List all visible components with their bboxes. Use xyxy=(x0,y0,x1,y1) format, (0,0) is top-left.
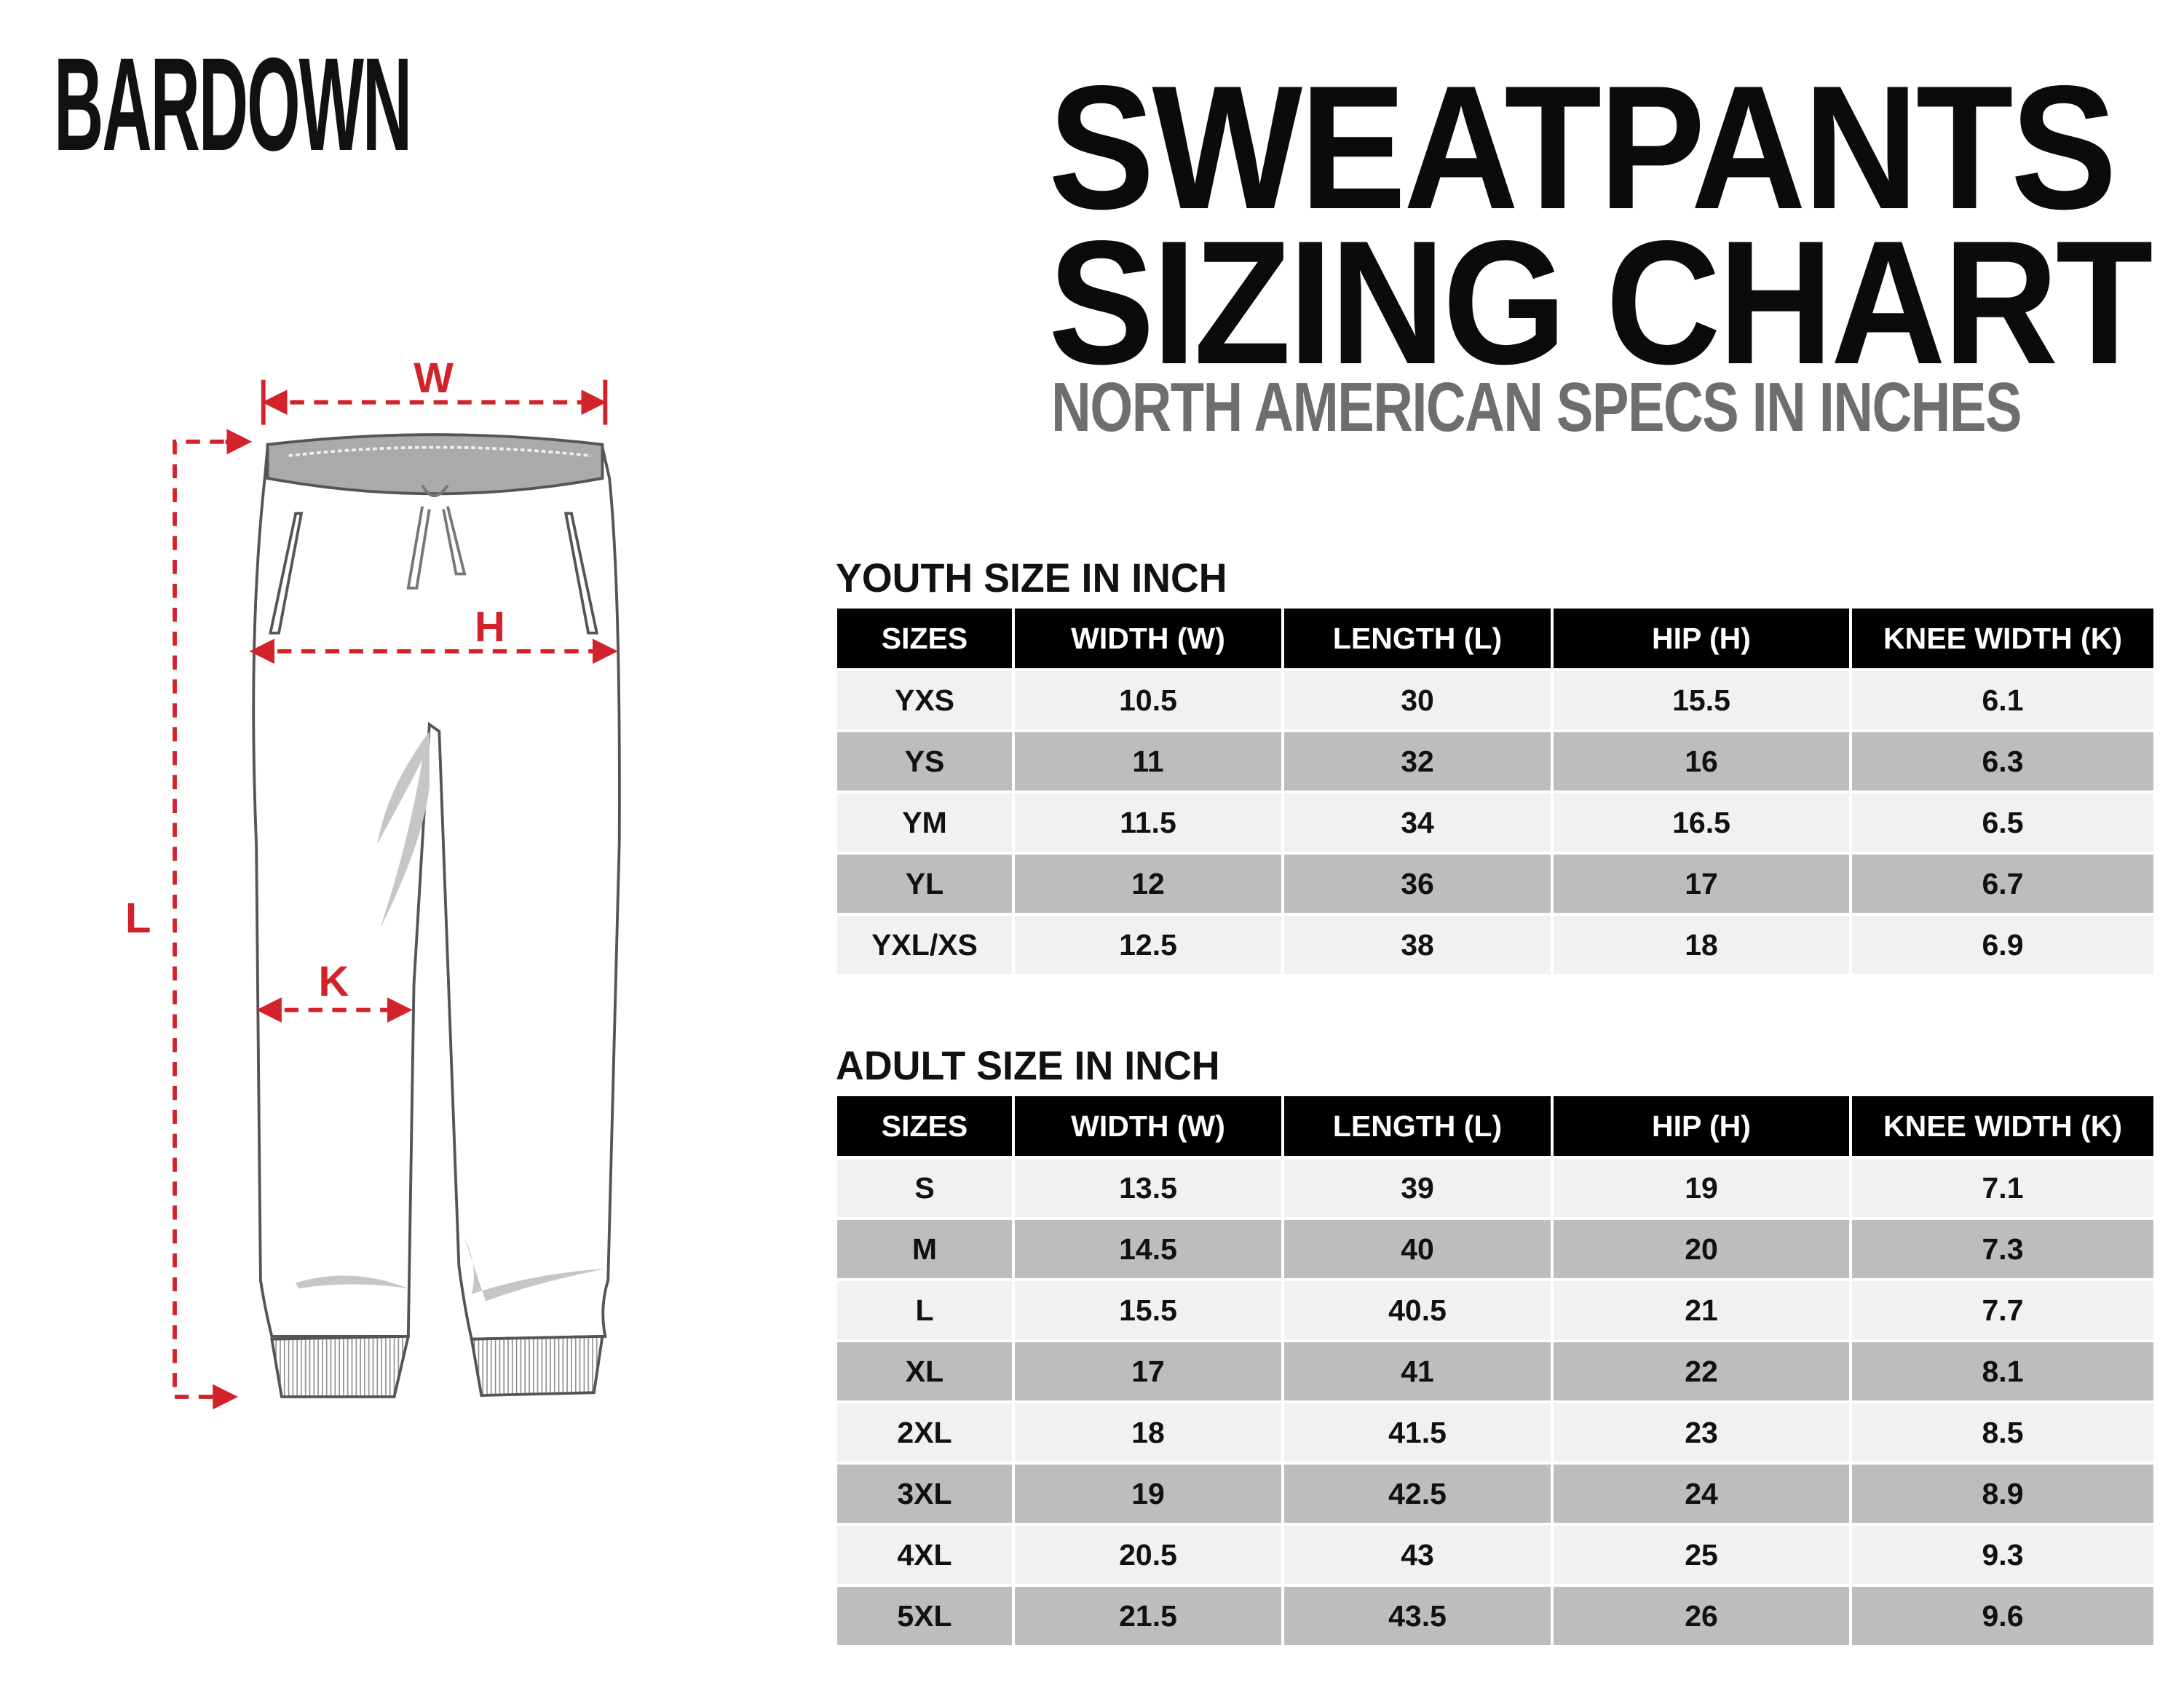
measurement-cell: 21.5 xyxy=(1015,1587,1281,1645)
measurement-cell: 7.3 xyxy=(1852,1220,2153,1278)
measurement-cell: 39 xyxy=(1284,1159,1551,1217)
column-header: SIZES xyxy=(837,609,1012,668)
measurement-cell: 13.5 xyxy=(1015,1159,1281,1217)
youth-section-title: YOUTH SIZE IN INCH xyxy=(836,555,1227,601)
page-subtitle: NORTH AMERICAN SPECS IN INCHES xyxy=(1051,368,2022,446)
label-l: L xyxy=(125,895,151,942)
measurement-cell: 24 xyxy=(1554,1465,1849,1523)
measurement-cell: 9.6 xyxy=(1852,1587,2153,1645)
size-label-cell: 5XL xyxy=(837,1587,1012,1645)
measurement-cell: 18 xyxy=(1554,916,1849,974)
measurement-cell: 41.5 xyxy=(1284,1403,1551,1462)
measurement-cell: 6.1 xyxy=(1852,671,2153,729)
measurement-cell: 43.5 xyxy=(1284,1587,1551,1645)
measurement-cell: 16 xyxy=(1554,732,1849,790)
measurement-cell: 19 xyxy=(1554,1159,1849,1217)
measurement-cell: 18 xyxy=(1015,1403,1281,1462)
column-header: LENGTH (L) xyxy=(1284,609,1551,668)
drawstring xyxy=(406,484,467,590)
measurement-cell: 12.5 xyxy=(1015,916,1281,974)
measurement-cell: 20 xyxy=(1554,1220,1849,1278)
measurement-cell: 6.7 xyxy=(1852,855,2153,913)
measurement-cell: 7.7 xyxy=(1852,1281,2153,1339)
measurement-cell: 12 xyxy=(1015,855,1281,913)
label-k: K xyxy=(318,959,349,1005)
column-header: LENGTH (L) xyxy=(1284,1096,1551,1156)
measurement-cell: 10.5 xyxy=(1015,671,1281,729)
measurement-cell: 42.5 xyxy=(1284,1465,1551,1523)
measurement-cell: 8.5 xyxy=(1852,1403,2153,1462)
measurement-cell: 38 xyxy=(1284,916,1551,974)
measurement-cell: 15.5 xyxy=(1554,671,1849,729)
measurement-cell: 6.5 xyxy=(1852,793,2153,852)
measurement-cell: 34 xyxy=(1284,793,1551,852)
size-label-cell: M xyxy=(837,1220,1012,1278)
measurement-cell: 7.1 xyxy=(1852,1159,2153,1217)
measurement-cell: 19 xyxy=(1015,1465,1281,1523)
left-cuff xyxy=(270,1334,411,1398)
measurement-cell: 43 xyxy=(1284,1526,1551,1584)
size-label-cell: YXL/XS xyxy=(837,916,1012,974)
adult-size-table: SIZES WIDTH (W) LENGTH (L) HIP (H) KNEE WIDT… xyxy=(837,1096,2153,1645)
column-header: KNEE WIDTH (K) xyxy=(1852,1096,2153,1156)
measurement-cell: 23 xyxy=(1554,1403,1849,1462)
measurement-cell: 11.5 xyxy=(1015,793,1281,852)
measurement-cell: 22 xyxy=(1554,1342,1849,1400)
size-label-cell: YL xyxy=(837,855,1012,913)
fold-shading xyxy=(296,731,606,1301)
column-header: HIP (H) xyxy=(1554,1096,1849,1156)
page-title-line2: SIZING CHART xyxy=(1048,205,2153,401)
measure-lines xyxy=(173,379,618,1410)
waistband xyxy=(266,433,604,496)
measurement-cell: 36 xyxy=(1284,855,1551,913)
measurement-cell: 41 xyxy=(1284,1342,1551,1400)
youth-size-table: SIZES WIDTH (W) LENGTH (L) HIP (H) KNEE WIDT… xyxy=(837,609,2153,974)
right-pocket xyxy=(563,512,599,635)
measurement-cell: 15.5 xyxy=(1015,1281,1281,1339)
measurement-cell: 40 xyxy=(1284,1220,1551,1278)
size-label-cell: 3XL xyxy=(837,1465,1012,1523)
adult-section-title: ADULT SIZE IN INCH xyxy=(836,1042,1220,1088)
measurement-cell: 11 xyxy=(1015,732,1281,790)
left-pocket xyxy=(269,512,304,635)
page-title-line1: SWEATPANTS xyxy=(1048,49,2117,246)
measurement-cell: 25 xyxy=(1554,1526,1849,1584)
measurement-cell: 17 xyxy=(1554,855,1849,913)
column-header: KNEE WIDTH (K) xyxy=(1852,609,2153,668)
size-label-cell: L xyxy=(837,1281,1012,1339)
label-w: W xyxy=(414,355,454,402)
bardown-logo: BARDOWN xyxy=(54,30,412,178)
measurement-cell: 6.3 xyxy=(1852,732,2153,790)
measurement-cell: 14.5 xyxy=(1015,1220,1281,1278)
measurement-cell: 21 xyxy=(1554,1281,1849,1339)
measurement-cell: 32 xyxy=(1284,732,1551,790)
pants-outline xyxy=(252,433,621,1398)
measurement-cell: 8.1 xyxy=(1852,1342,2153,1400)
column-header: SIZES xyxy=(837,1096,1012,1156)
measurement-cell: 8.9 xyxy=(1852,1465,2153,1523)
measurement-cell: 20.5 xyxy=(1015,1526,1281,1584)
size-label-cell: XL xyxy=(837,1342,1012,1400)
measurement-cell: 6.9 xyxy=(1852,916,2153,974)
measurement-cell: 9.3 xyxy=(1852,1526,2153,1584)
right-cuff xyxy=(470,1334,604,1398)
size-label-cell: 2XL xyxy=(837,1403,1012,1462)
column-header: WIDTH (W) xyxy=(1015,609,1281,668)
size-label-cell: YS xyxy=(837,732,1012,790)
measurement-cell: 16.5 xyxy=(1554,793,1849,852)
size-label-cell: YXS xyxy=(837,671,1012,729)
length-line xyxy=(173,439,248,1399)
label-h: H xyxy=(475,604,505,651)
pants-body xyxy=(252,433,621,1341)
measurement-cell: 40.5 xyxy=(1284,1281,1551,1339)
measurement-cell: 26 xyxy=(1554,1587,1849,1645)
size-label-cell: S xyxy=(837,1159,1012,1217)
column-header: WIDTH (W) xyxy=(1015,1096,1281,1156)
column-header: HIP (H) xyxy=(1554,609,1849,668)
size-label-cell: 4XL xyxy=(837,1526,1012,1584)
measurement-cell: 30 xyxy=(1284,671,1551,729)
size-label-cell: YM xyxy=(837,793,1012,852)
measurement-cell: 17 xyxy=(1015,1342,1281,1400)
